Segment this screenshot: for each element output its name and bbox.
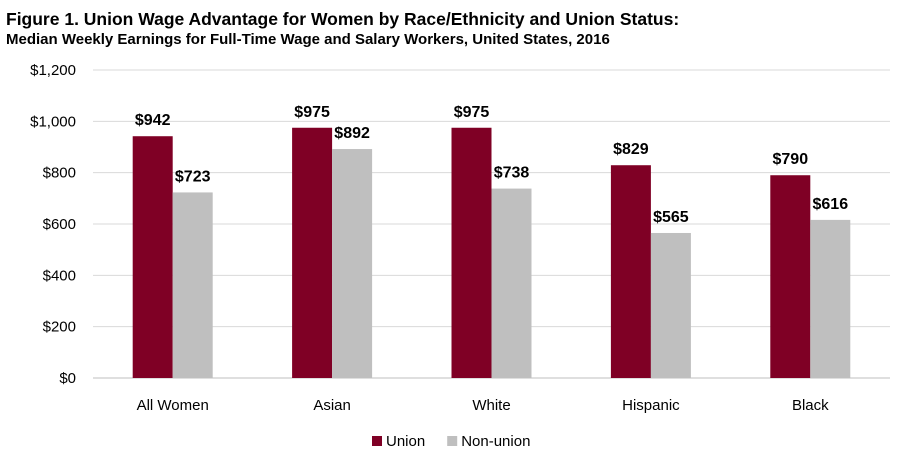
chart-title: Figure 1. Union Wage Advantage for Women…: [6, 9, 680, 29]
data-label: $616: [813, 196, 849, 213]
bars: $942$723$975$892$975$738$829$565$790$616: [132, 104, 851, 378]
x-tick-label: Hispanic: [622, 397, 680, 414]
y-tick-label: $1,000: [30, 113, 76, 130]
x-tick-label: All Women: [137, 397, 209, 414]
bar-non-union: [332, 149, 373, 378]
data-label: $892: [334, 125, 370, 142]
data-label: $975: [294, 104, 330, 121]
data-label: $790: [773, 151, 809, 168]
gridlines: [93, 69, 890, 379]
bar-union: [610, 165, 651, 378]
data-label: $738: [494, 165, 530, 182]
bar-union: [292, 127, 333, 378]
legend: Union Non-union: [372, 433, 530, 450]
y-tick-label: $800: [43, 165, 76, 182]
x-tick-label: White: [472, 397, 510, 414]
x-tick-label: Asian: [313, 397, 351, 414]
bar-union: [451, 127, 492, 378]
bar-union: [132, 136, 173, 378]
y-tick-label: $400: [43, 267, 76, 284]
data-label: $829: [613, 141, 649, 158]
y-tick-label: $600: [43, 216, 76, 233]
y-axis: $0 $200 $400 $600 $800 $1,000 $1,200: [30, 62, 76, 387]
legend-label: Union: [386, 433, 425, 450]
data-label: $565: [653, 209, 689, 226]
bar-non-union: [491, 188, 532, 378]
y-tick-label: $0: [59, 370, 76, 387]
legend-swatch: [372, 436, 382, 446]
legend-label: Non-union: [461, 433, 530, 450]
x-tick-label: Black: [792, 397, 829, 414]
legend-swatch: [447, 436, 458, 446]
y-tick-label: $1,200: [30, 62, 76, 79]
chart-subtitle: Median Weekly Earnings for Full-Time Wag…: [6, 31, 610, 48]
bar-non-union: [650, 232, 691, 378]
data-label: $723: [175, 168, 211, 185]
bar-non-union: [810, 219, 851, 378]
y-tick-label: $200: [43, 319, 76, 336]
bar-non-union: [172, 192, 213, 378]
bar-union: [770, 175, 811, 378]
data-label: $975: [454, 104, 490, 121]
data-label: $942: [135, 112, 171, 129]
x-axis: All Women Asian White Hispanic Black: [137, 397, 830, 414]
